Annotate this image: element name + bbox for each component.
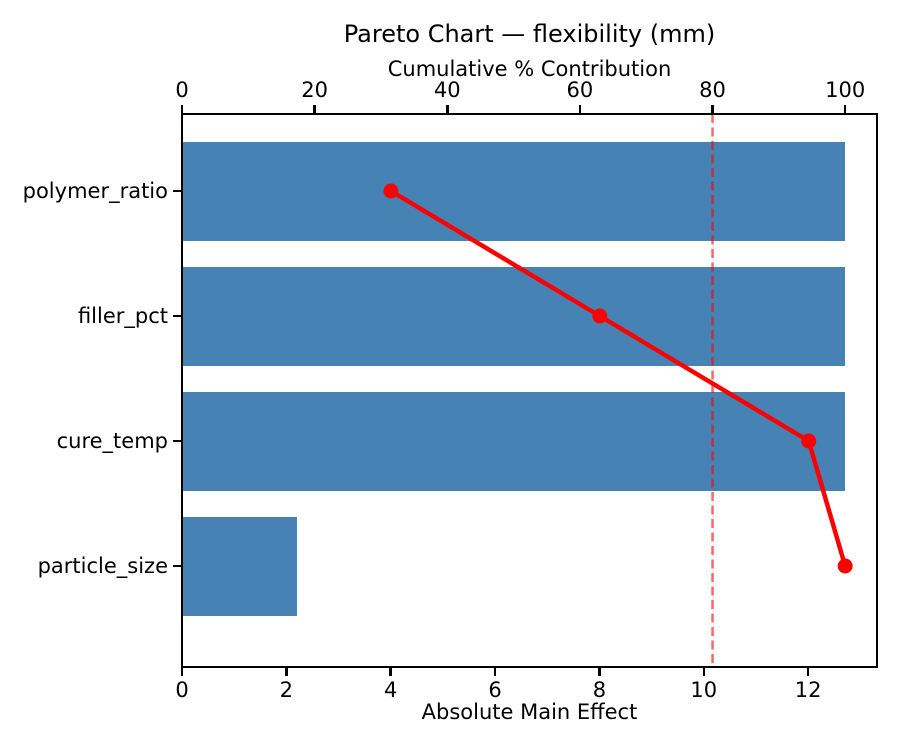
y-tick-label-polymer_ratio: polymer_ratio (22, 178, 168, 203)
plot-area (181, 113, 878, 668)
x-tick-4 (389, 667, 392, 676)
top-tick-100 (843, 105, 847, 114)
x-tick-10 (702, 667, 706, 676)
top-tick-label-40: 40 (433, 78, 461, 102)
y-tick-cure_temp (173, 439, 182, 443)
top-tick-label-100: 100 (825, 78, 866, 102)
x-tick-label-0: 0 (175, 678, 189, 702)
bottom-axis-label: Absolute Main Effect (421, 700, 638, 724)
cumulative-line (388, 188, 848, 569)
x-tick-2 (285, 667, 288, 676)
top-tick-60 (578, 105, 582, 114)
bar-polymer_ratio (182, 141, 845, 241)
x-tick-label-2: 2 (279, 678, 294, 702)
x-tick-12 (806, 667, 810, 676)
x-tick-0 (180, 667, 184, 676)
x-tick-label-10: 10 (690, 678, 718, 702)
y-tick-label-particle_size: particle_size (37, 553, 168, 578)
x-tick-label-8: 8 (592, 678, 607, 702)
top-tick-40 (446, 105, 449, 114)
cumulative-marker-filler_pct (592, 308, 608, 324)
bar-particle_size (182, 516, 297, 616)
bar-filler_pct (182, 266, 845, 366)
cumulative-marker-particle_size (837, 558, 853, 574)
x-tick-8 (598, 667, 601, 676)
top-tick-label-60: 60 (566, 78, 594, 102)
x-tick-label-4: 4 (384, 678, 398, 702)
top-tick-20 (313, 105, 316, 114)
top-tick-label-80: 80 (699, 78, 726, 102)
cumulative-line-layer (383, 114, 853, 667)
bar-cure_temp (182, 391, 845, 491)
x-tick-6 (493, 667, 497, 676)
top-tick-80 (711, 105, 714, 114)
cumulative-marker-cure_temp (801, 433, 817, 449)
y-tick-polymer_ratio (173, 189, 182, 193)
x-tick-label-12: 12 (794, 678, 822, 702)
top-axis-label: Cumulative % Contribution (387, 57, 672, 81)
y-tick-label-filler_pct: filler_pct (77, 303, 168, 328)
y-tick-filler_pct (173, 314, 182, 318)
x-tick-label-6: 6 (488, 678, 502, 702)
chart-title: Pareto Chart — flexibility (mm) (343, 20, 716, 48)
top-tick-0 (180, 105, 184, 114)
cumulative-marker-polymer_ratio (383, 183, 399, 199)
top-tick-label-0: 0 (175, 78, 189, 102)
y-tick-particle_size (173, 564, 182, 568)
top-tick-label-20: 20 (301, 78, 328, 102)
y-tick-label-cure_temp: cure_temp (56, 428, 168, 453)
